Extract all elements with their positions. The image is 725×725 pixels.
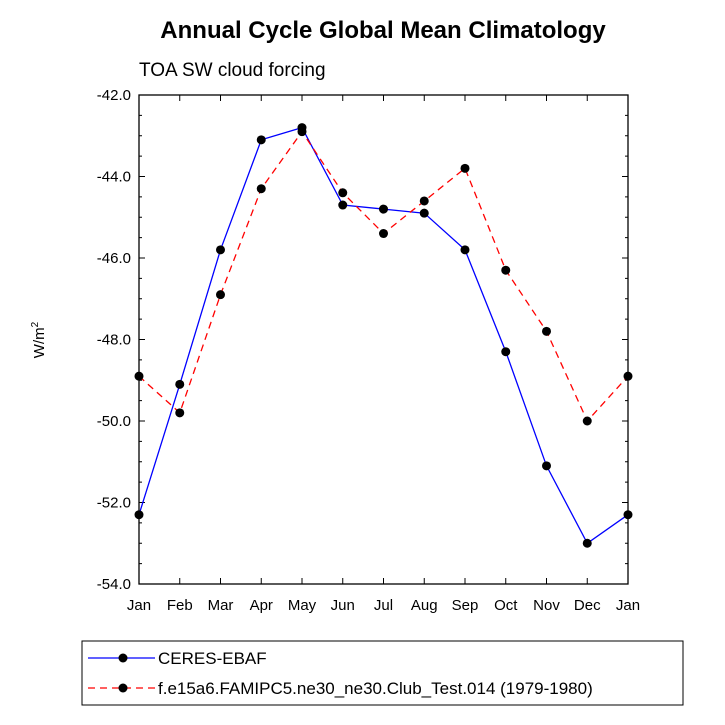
series-0-point bbox=[582, 538, 592, 548]
x-tick-label: Feb bbox=[167, 597, 193, 614]
chart-subtitle: TOA SW cloud forcing bbox=[139, 60, 326, 81]
series-1-point bbox=[501, 265, 511, 275]
x-tick-label: Jul bbox=[374, 597, 393, 614]
x-tick-label: Apr bbox=[250, 597, 273, 614]
x-tick-label: Jan bbox=[616, 597, 640, 614]
y-axis: -42.0 -44.0 -46.0 -48.0 -50.0 -52.0 -54.0 bbox=[97, 87, 628, 593]
x-tick-label: Dec bbox=[574, 597, 601, 614]
x-axis: Jan Feb Mar Apr May Jun Jul Aug Sep Oct Nov Dec Jan bbox=[127, 95, 640, 614]
y-tick-label: -52.0 bbox=[97, 495, 131, 512]
legend-label-ceres: CERES-EBAF bbox=[158, 649, 267, 668]
series-0-point bbox=[501, 347, 511, 357]
series-0-point bbox=[623, 510, 633, 520]
y-axis-label: W/m2 bbox=[30, 321, 48, 358]
series-1-point bbox=[542, 326, 551, 336]
x-tick-label: Jun bbox=[331, 597, 355, 614]
x-tick-label: Sep bbox=[452, 597, 479, 614]
legend-marker-model bbox=[118, 683, 128, 693]
y-axis-label-superscript: 2 bbox=[30, 321, 41, 327]
series-0-point bbox=[216, 245, 225, 255]
x-tick-label: Aug bbox=[411, 597, 438, 614]
series-1-point bbox=[338, 188, 348, 198]
series-1-point bbox=[297, 127, 307, 137]
series-1-point bbox=[175, 408, 185, 418]
series-0-point bbox=[175, 379, 185, 389]
legend-box bbox=[81, 640, 684, 706]
y-tick-label: -50.0 bbox=[97, 413, 131, 430]
series-1-point bbox=[460, 163, 470, 173]
y-axis-label-text: W/m bbox=[31, 327, 48, 358]
series-1-point bbox=[134, 371, 144, 381]
series-1-point bbox=[216, 290, 225, 300]
series-layer bbox=[134, 123, 633, 548]
y-tick-label: -48.0 bbox=[97, 332, 131, 349]
series-0-point bbox=[542, 461, 551, 471]
legend: CERES-EBAF f.e15a6.FAMIPC5.ne30_ne30.Clu… bbox=[81, 640, 684, 706]
series-0-point bbox=[134, 510, 144, 520]
legend-label-model: f.e15a6.FAMIPC5.ne30_ne30.Club_Test.014 … bbox=[158, 679, 593, 698]
chart-title: Annual Cycle Global Mean Climatology bbox=[160, 17, 606, 44]
x-tick-label: Nov bbox=[533, 597, 560, 614]
series-1-point bbox=[379, 229, 388, 239]
y-tick-label: -42.0 bbox=[97, 87, 131, 104]
series-line-0 bbox=[138, 126, 629, 545]
x-tick-label: Mar bbox=[208, 597, 234, 614]
x-tick-label: May bbox=[288, 597, 317, 614]
series-1-point bbox=[419, 196, 429, 206]
y-tick-label: -54.0 bbox=[97, 576, 131, 593]
legend-marker-ceres bbox=[118, 653, 128, 663]
y-tick-label: -44.0 bbox=[97, 169, 131, 186]
x-tick-label: Oct bbox=[494, 597, 518, 614]
x-tick-label: Jan bbox=[127, 597, 151, 614]
y-tick-label: -46.0 bbox=[97, 250, 131, 267]
plot-frame bbox=[138, 94, 629, 585]
series-1-point bbox=[256, 184, 266, 194]
series-0-point bbox=[379, 204, 388, 214]
series-0-point bbox=[338, 200, 348, 210]
series-1-point bbox=[623, 371, 633, 381]
series-0-point bbox=[460, 245, 470, 255]
series-1-point bbox=[582, 416, 592, 426]
series-0-point bbox=[419, 208, 429, 218]
series-0-point bbox=[256, 135, 266, 145]
